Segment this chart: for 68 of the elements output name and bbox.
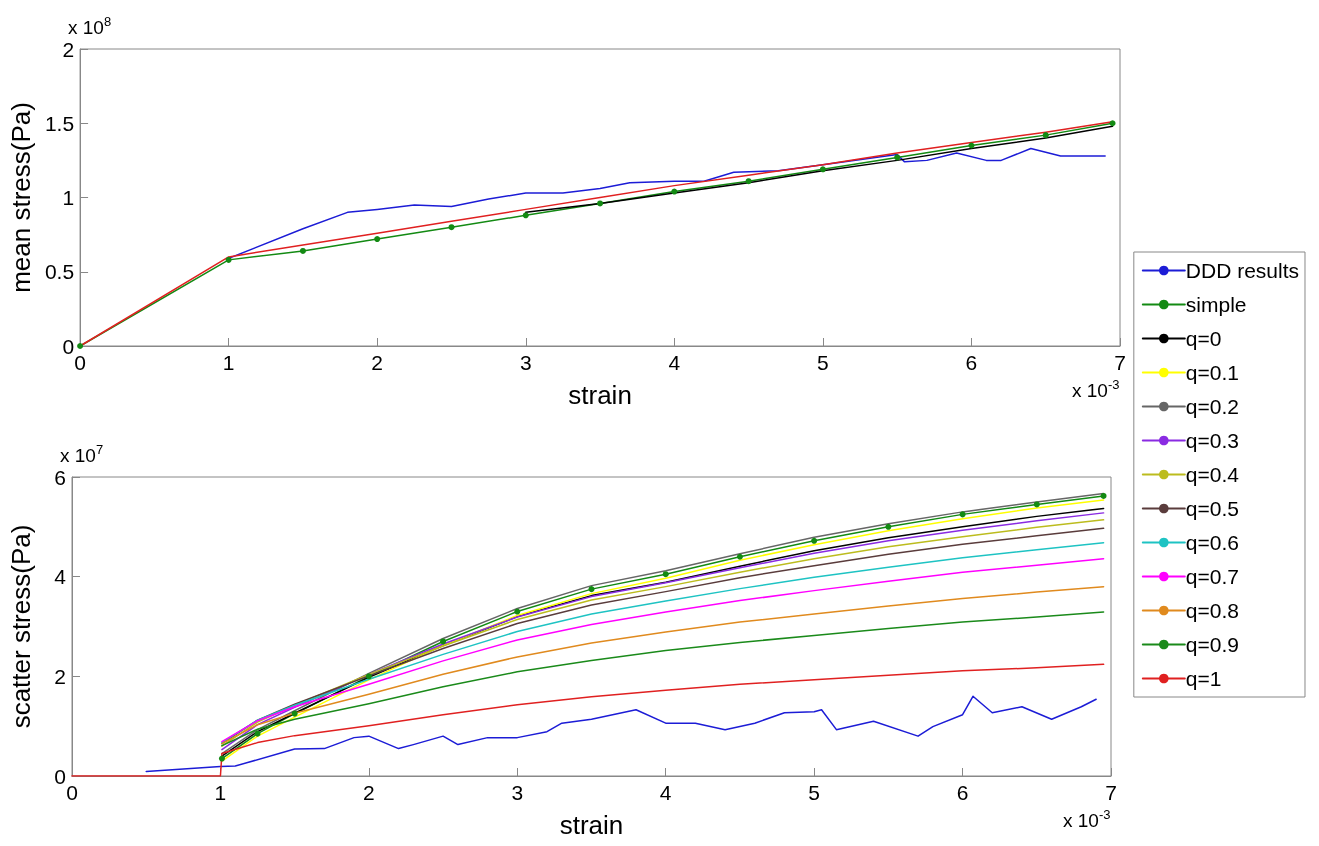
point [745,178,752,185]
x-tick-label: 1 [222,351,235,374]
y-tick-label: 0 [62,334,75,358]
x-tick-label: 2 [371,351,384,374]
line-series [145,695,1097,773]
point [448,224,455,231]
point [440,638,447,645]
point [291,710,298,717]
x-tick-label: 7 [1114,351,1126,374]
y-tick-label: 2 [62,37,75,61]
point [819,166,826,173]
y-tick-label: 6 [54,465,66,489]
point [894,154,901,161]
legend-label: q=0 [1185,327,1222,350]
x-axis-title: strain [559,810,624,840]
point [588,586,595,593]
y-axis-title: scatter stress(Pa) [6,524,36,729]
legend-label: q=1 [1185,667,1222,690]
x-tick-label: 5 [817,351,829,374]
point [1042,132,1049,139]
point [811,537,818,544]
x-tick-label: 3 [519,351,532,374]
point [1109,120,1116,127]
legend-label: q=0.7 [1185,565,1239,588]
legend-label: simple [1185,293,1247,316]
line-series [221,585,1105,745]
x-tick-label: 5 [808,781,820,804]
line-series [71,663,1105,777]
point [662,571,669,578]
y-tick-label: 1.5 [44,111,75,135]
point [374,236,381,243]
y-tick-label: 4 [54,565,67,589]
x-tick-label: 2 [363,781,375,804]
point [299,247,306,254]
x-tick-label: 7 [1105,781,1117,804]
x-tick-label: 1 [214,781,227,804]
y-axis-title: mean stress(Pa) [6,102,36,293]
x-tick-label: 4 [659,781,672,804]
y-tick-label: 0 [54,764,66,788]
point [365,673,372,680]
legend-label: q=0.3 [1185,429,1239,452]
y-tick-label: 0.5 [44,260,75,284]
point [225,256,232,263]
point [77,343,84,349]
point [885,523,892,530]
legend-label: q=0.6 [1185,531,1239,554]
x-tick-label: 4 [668,351,681,374]
x-tick-label: 3 [511,781,524,804]
point [522,212,529,219]
legend-label: q=0.4 [1185,463,1240,486]
point [597,200,604,207]
point [1033,501,1040,508]
legend-label: q=0.1 [1185,361,1239,384]
x-tick-label: 6 [956,781,969,804]
y-tick-label: 2 [54,664,66,688]
y-tick-label: 1 [62,186,75,209]
point [959,511,966,518]
x-axis-title: strain [568,380,632,410]
point [218,755,225,762]
legend-label: DDD results [1185,259,1299,282]
point [736,553,743,560]
x-tick-label: 6 [965,351,978,374]
legend-label: q=0.8 [1185,599,1239,622]
point [968,142,975,149]
point [1100,492,1107,499]
legend-label: q=0.2 [1185,395,1239,418]
legend-label: q=0.9 [1185,633,1239,656]
legend-label: q=0.5 [1185,497,1239,520]
